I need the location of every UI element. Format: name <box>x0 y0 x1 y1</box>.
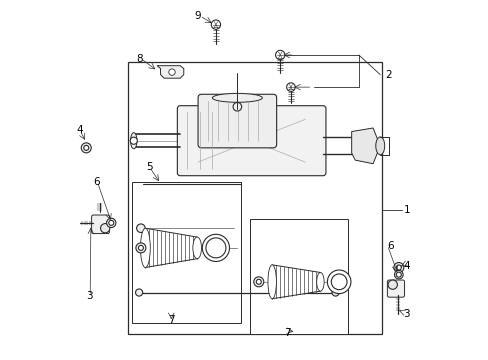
Circle shape <box>83 145 88 150</box>
Circle shape <box>101 224 110 233</box>
Text: 7: 7 <box>284 328 290 338</box>
Circle shape <box>205 238 225 258</box>
Circle shape <box>211 20 220 29</box>
Circle shape <box>81 143 91 153</box>
Circle shape <box>393 262 403 273</box>
FancyBboxPatch shape <box>198 94 276 148</box>
Text: 2: 2 <box>385 69 391 80</box>
Ellipse shape <box>316 273 324 291</box>
Text: 3: 3 <box>403 309 409 319</box>
Text: 1: 1 <box>403 205 409 215</box>
Circle shape <box>108 220 114 225</box>
FancyBboxPatch shape <box>386 280 404 297</box>
Circle shape <box>394 270 402 279</box>
Circle shape <box>275 50 285 60</box>
Text: 4: 4 <box>403 261 409 271</box>
Polygon shape <box>145 228 197 267</box>
Circle shape <box>135 289 142 296</box>
Circle shape <box>138 246 143 250</box>
Circle shape <box>253 277 263 287</box>
Polygon shape <box>351 128 380 164</box>
Circle shape <box>331 289 339 296</box>
Circle shape <box>326 270 350 294</box>
Text: 6: 6 <box>93 177 100 187</box>
Polygon shape <box>272 265 320 299</box>
FancyBboxPatch shape <box>177 106 325 176</box>
Ellipse shape <box>267 265 276 299</box>
Text: 4: 4 <box>77 125 83 135</box>
Text: 9: 9 <box>194 11 201 21</box>
Circle shape <box>286 83 295 91</box>
Ellipse shape <box>375 137 384 155</box>
Circle shape <box>395 272 401 277</box>
Ellipse shape <box>130 133 137 149</box>
Circle shape <box>106 218 116 228</box>
Bar <box>132 182 241 323</box>
Ellipse shape <box>192 237 201 259</box>
Text: 3: 3 <box>85 291 92 301</box>
Text: 7: 7 <box>167 315 174 325</box>
Bar <box>128 62 381 334</box>
Circle shape <box>202 234 229 261</box>
FancyBboxPatch shape <box>91 215 109 234</box>
Ellipse shape <box>140 228 150 267</box>
Circle shape <box>331 274 346 290</box>
Text: 5: 5 <box>146 162 153 172</box>
Circle shape <box>136 243 145 253</box>
Ellipse shape <box>212 93 262 102</box>
Circle shape <box>136 224 145 233</box>
Circle shape <box>395 265 401 270</box>
Circle shape <box>233 103 241 111</box>
Polygon shape <box>157 66 183 78</box>
Circle shape <box>130 137 137 144</box>
Text: 8: 8 <box>136 54 142 64</box>
Circle shape <box>168 69 175 75</box>
Circle shape <box>387 280 397 289</box>
Bar <box>249 219 347 334</box>
Text: 6: 6 <box>386 241 393 251</box>
Circle shape <box>256 279 261 284</box>
